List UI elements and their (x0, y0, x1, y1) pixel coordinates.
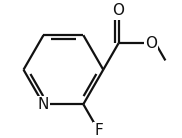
Text: F: F (94, 123, 103, 138)
Text: O: O (145, 36, 157, 51)
Text: O: O (113, 3, 125, 18)
Text: N: N (38, 97, 49, 112)
